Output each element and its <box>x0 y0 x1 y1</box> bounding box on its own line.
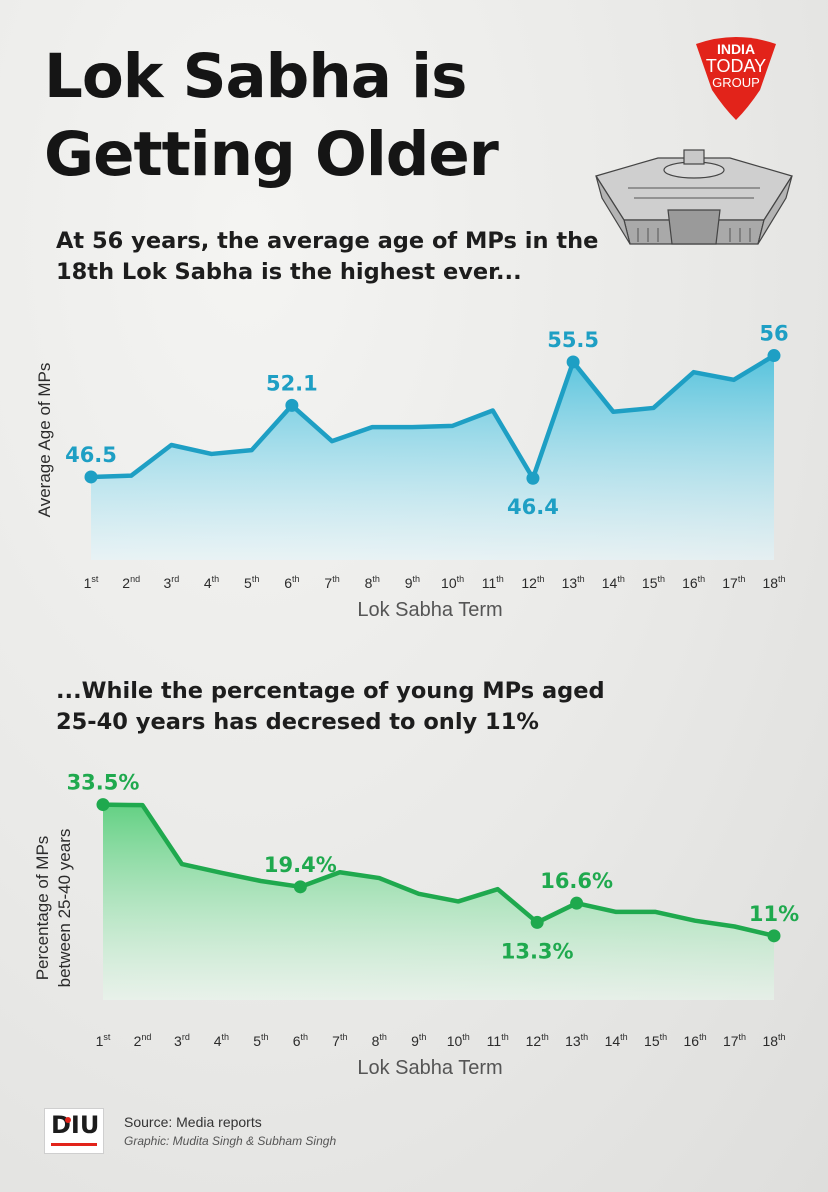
young-data-point-18 <box>767 929 781 943</box>
age-x-tick-2: 2nd <box>122 574 140 591</box>
age-series-line <box>90 353 776 481</box>
age-x-tick-15: 15th <box>642 574 665 591</box>
young-x-tick-6: 6th <box>293 1032 308 1049</box>
age-data-point-12 <box>526 471 540 485</box>
source-text: Source: Media reports <box>124 1114 262 1130</box>
young-data-label-12: 13.3% <box>501 939 574 963</box>
young-x-tick-14: 14th <box>605 1032 628 1049</box>
age-x-tick-18: 18th <box>762 574 785 591</box>
age-x-tick-14: 14th <box>602 574 625 591</box>
young-y-axis-label-line-2: between 25-40 years <box>55 829 74 988</box>
age-area-fill <box>91 355 774 560</box>
age-x-tick-7: 7th <box>324 574 339 591</box>
age-data-point-1 <box>84 470 98 484</box>
young-x-tick-13: 13th <box>565 1032 588 1049</box>
age-x-tick-16: 16th <box>682 574 705 591</box>
age-x-tick-17: 17th <box>722 574 745 591</box>
young-x-tick-9: 9th <box>411 1032 426 1049</box>
age-x-tick-12: 12th <box>521 574 544 591</box>
young-mps-percentage-chart: 33.5% 19.4% 13.3% 16.6% 11% 1st 2nd 3rd 4th 5th 6t… <box>33 771 799 1079</box>
young-x-tick-17: 17th <box>723 1032 746 1049</box>
chart-2-subtitle-line-2: 25-40 years has decresed to only 11% <box>56 709 539 735</box>
logo-line-3: GROUP <box>712 75 760 90</box>
young-x-tick-1: 1st <box>96 1032 111 1049</box>
page-title: Lok Sabha is Getting Older <box>44 38 499 194</box>
age-data-point-18 <box>767 349 781 363</box>
title-line-1: Lok Sabha is <box>44 41 467 112</box>
young-x-tick-3: 3rd <box>174 1032 190 1049</box>
young-x-tick-18: 18th <box>762 1032 785 1049</box>
young-x-tick-4: 4th <box>214 1032 229 1049</box>
parliament-building-icon <box>595 149 793 245</box>
logo-line-2: TODAY <box>706 56 766 76</box>
logo-line-1: INDIA <box>717 41 755 57</box>
age-data-point-6 <box>285 398 299 412</box>
young-data-label-18: 11% <box>749 902 799 926</box>
age-data-label-6: 52.1 <box>266 371 318 395</box>
young-x-tick-15: 15th <box>644 1032 667 1049</box>
age-x-tick-10: 10th <box>441 574 464 591</box>
young-data-label-13: 16.6% <box>540 869 613 893</box>
age-x-axis-label: Lok Sabha Term <box>357 599 502 621</box>
chart-2-subtitle-line-1: ...While the percentage of young MPs age… <box>56 678 605 704</box>
age-x-tick-9: 9th <box>405 574 420 591</box>
footer: DIU Source: Media reports Graphic: Mudit… <box>44 1104 444 1164</box>
young-x-tick-8: 8th <box>372 1032 387 1049</box>
age-x-tick-3: 3rd <box>163 574 179 591</box>
average-age-chart: 46.5 52.1 46.4 55.5 56 1st 2nd 3rd 4th 5th 6th 7th 8… <box>35 322 789 621</box>
age-x-tick-11: 11th <box>482 574 504 591</box>
young-area-fill <box>103 804 774 1000</box>
young-x-tick-16: 16th <box>684 1032 707 1049</box>
credit-text: Graphic: Mudita Singh & Subham Singh <box>124 1134 337 1148</box>
age-x-tick-4: 4th <box>204 574 219 591</box>
age-x-tick-6: 6th <box>284 574 299 591</box>
young-data-point-12 <box>530 915 544 929</box>
chart-1-subtitle-line-2: 18th Lok Sabha is the highest ever... <box>56 259 522 285</box>
young-data-point-13 <box>570 896 584 910</box>
young-x-tick-10: 10th <box>447 1032 470 1049</box>
age-x-tick-8: 8th <box>365 574 380 591</box>
chart-1-subtitle-line-1: At 56 years, the average age of MPs in t… <box>56 228 599 254</box>
age-data-label-12: 46.4 <box>507 495 559 519</box>
diu-logo: DIU <box>44 1108 104 1154</box>
age-data-point-13 <box>566 355 580 369</box>
young-x-tick-7: 7th <box>332 1032 347 1049</box>
young-x-tick-2: 2nd <box>134 1032 152 1049</box>
young-x-tick-5: 5th <box>253 1032 268 1049</box>
diu-logo-dot <box>65 1117 71 1123</box>
diu-logo-text: DIU <box>51 1111 100 1139</box>
india-today-group-logo: INDIA TODAY GROUP <box>696 37 776 120</box>
age-data-label-13: 55.5 <box>547 328 599 352</box>
age-x-tick-1: 1st <box>84 574 99 591</box>
young-x-tick-11: 11th <box>487 1032 509 1049</box>
age-x-tick-13: 13th <box>562 574 585 591</box>
young-series-line <box>102 802 775 939</box>
young-data-point-6 <box>293 880 307 894</box>
age-data-label-1: 46.5 <box>65 443 117 467</box>
age-y-axis-label: Average Age of MPs <box>35 363 54 518</box>
chart-1-subtitle: At 56 years, the average age of MPs in t… <box>56 226 598 288</box>
young-data-label-1: 33.5% <box>67 771 140 795</box>
young-x-axis-label: Lok Sabha Term <box>357 1057 502 1079</box>
chart-2-subtitle: ...While the percentage of young MPs age… <box>56 676 605 738</box>
diu-logo-bar <box>51 1143 97 1146</box>
age-x-tick-5: 5th <box>244 574 259 591</box>
age-data-label-18: 56 <box>759 322 788 346</box>
title-line-2: Getting Older <box>44 119 499 190</box>
young-y-axis-label-line-1: Percentage of MPs <box>33 836 52 981</box>
young-x-tick-12: 12th <box>526 1032 549 1049</box>
young-data-label-6: 19.4% <box>264 853 337 877</box>
young-data-point-1 <box>96 798 110 812</box>
